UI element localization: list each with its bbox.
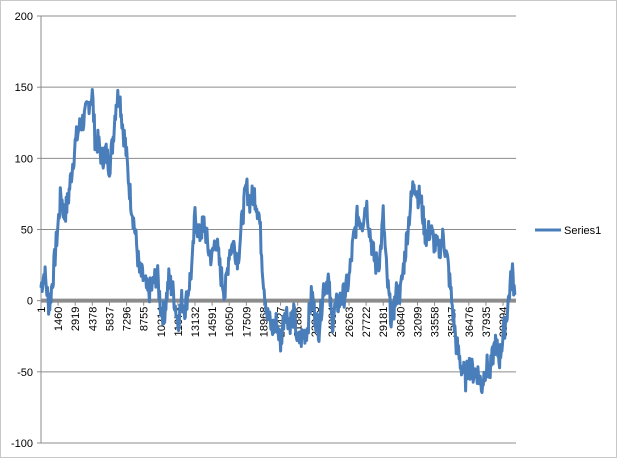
y-tick-label: -50	[17, 367, 33, 379]
x-tick-label: 14591	[207, 307, 219, 338]
legend: Series1	[535, 225, 601, 237]
x-tick-label: 26263	[344, 307, 356, 338]
x-tick-label: 1	[36, 307, 48, 313]
x-tick-label: 7296	[122, 307, 134, 331]
series-line-series1	[39, 88, 517, 395]
y-tick-label: -100	[11, 438, 33, 450]
y-axis: 200 150 100 50 0 -50 -100	[11, 11, 42, 450]
x-tick-label: 13132	[190, 307, 202, 338]
x-tick-label: 36476	[464, 307, 476, 338]
y-tick-label: 50	[21, 225, 33, 237]
legend-label-series1: Series1	[564, 225, 601, 237]
x-tick-label: 33558	[430, 307, 442, 338]
x-tick-label: 29181	[378, 307, 390, 338]
series-layer	[39, 88, 517, 395]
x-tick-label: 27722	[361, 307, 373, 338]
x-tick-label: 37935	[481, 307, 493, 338]
gridlines	[41, 15, 516, 444]
x-tick-label: 32099	[412, 307, 424, 338]
x-tick-label: 2919	[70, 307, 82, 331]
y-tick-label: 0	[27, 296, 33, 308]
x-tick-label: 1460	[53, 307, 65, 331]
x-tick-label: 4378	[87, 307, 99, 331]
y-tick-label: 100	[15, 153, 33, 165]
y-tick-label: 200	[15, 11, 33, 23]
x-tick-label: 30640	[395, 307, 407, 338]
x-tick-label: 5837	[104, 307, 116, 331]
x-tick-label: 17509	[241, 307, 253, 338]
y-tick-label: 150	[15, 82, 33, 94]
x-tick-label: 8755	[139, 307, 151, 331]
x-tick-label: 16050	[224, 307, 236, 338]
x-axis: 1 1460 2919 4378 5837 7296 8755 10214 11673 13132…	[36, 298, 516, 338]
